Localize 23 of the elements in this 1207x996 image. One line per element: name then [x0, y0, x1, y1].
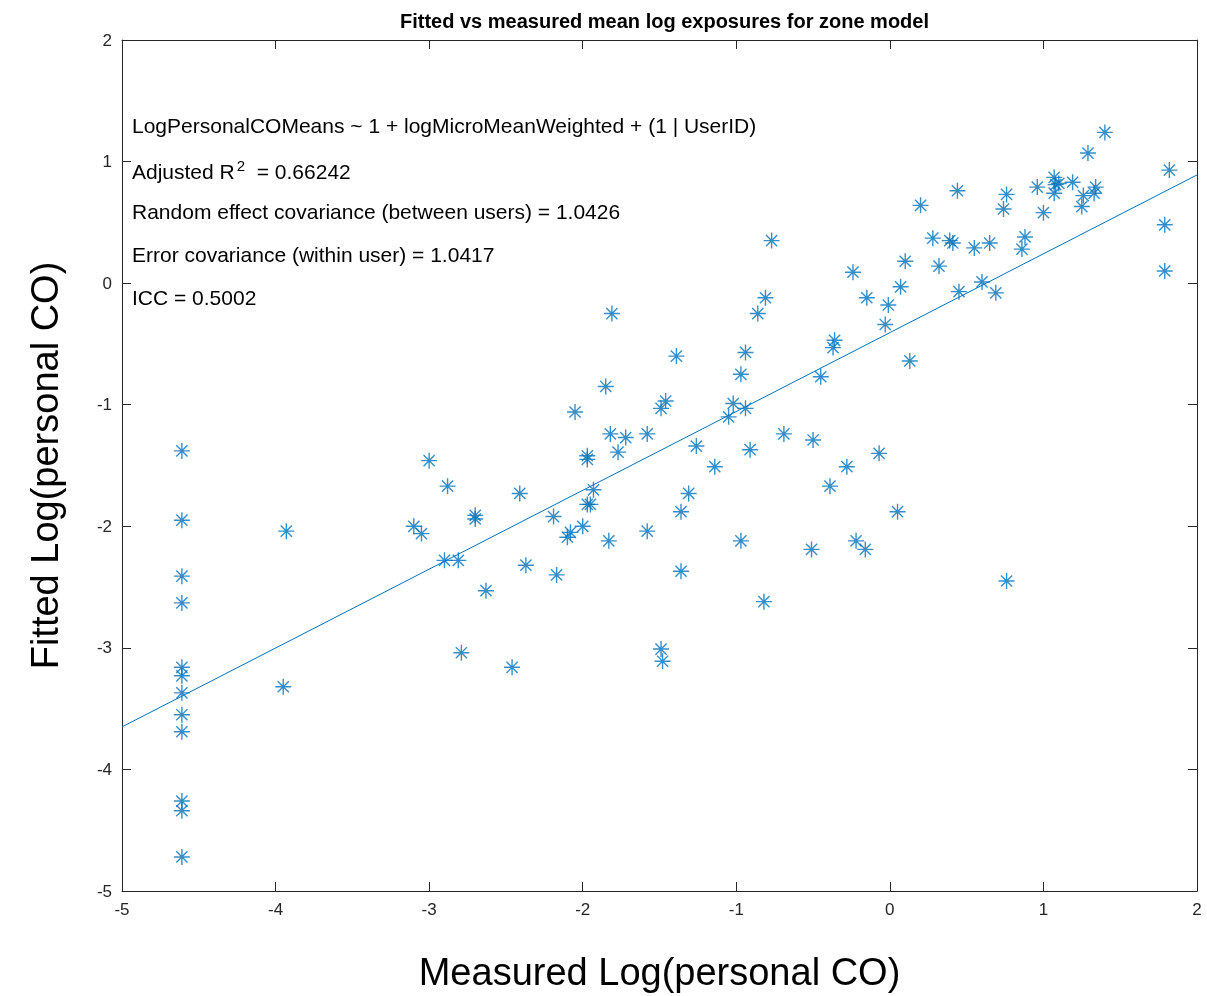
- annotation: Random effect covariance (between users) = 1.0426: [132, 200, 621, 223]
- annotation: Error covariance (within user) = 1.0417: [132, 243, 495, 266]
- x-tick-label: -3: [421, 900, 437, 919]
- y-tick-label: -3: [96, 638, 112, 658]
- y-tick-label: -4: [96, 759, 112, 779]
- y-tick-label: -2: [96, 516, 112, 536]
- y-tick-label: -1: [96, 395, 112, 415]
- x-axis-title: Measured Log(personal CO): [418, 951, 901, 993]
- x-tick-label: 2: [1192, 900, 1202, 919]
- y-axis-title: Fitted Log(personal CO): [24, 261, 66, 670]
- y-tick-label: 0: [102, 273, 112, 293]
- y-tick-label: 2: [102, 30, 112, 50]
- x-tick-label: -5: [114, 900, 130, 919]
- y-tick-label: -5: [96, 881, 112, 901]
- x-tick-label: -2: [575, 900, 591, 919]
- x-tick-label: -1: [728, 900, 744, 919]
- x-tick-label: -4: [268, 900, 284, 919]
- x-tick-label: 0: [885, 900, 895, 919]
- annotation: ICC = 0.5002: [132, 286, 257, 309]
- x-tick-label: 1: [1038, 900, 1049, 919]
- annotation: LogPersonalCOMeans ~ 1 + logMicroMeanWeighted + (1 | UserID): [132, 114, 757, 137]
- y-tick-label: 1: [102, 152, 112, 172]
- chart-title: Fitted vs measured mean log exposures for zone model: [399, 10, 930, 32]
